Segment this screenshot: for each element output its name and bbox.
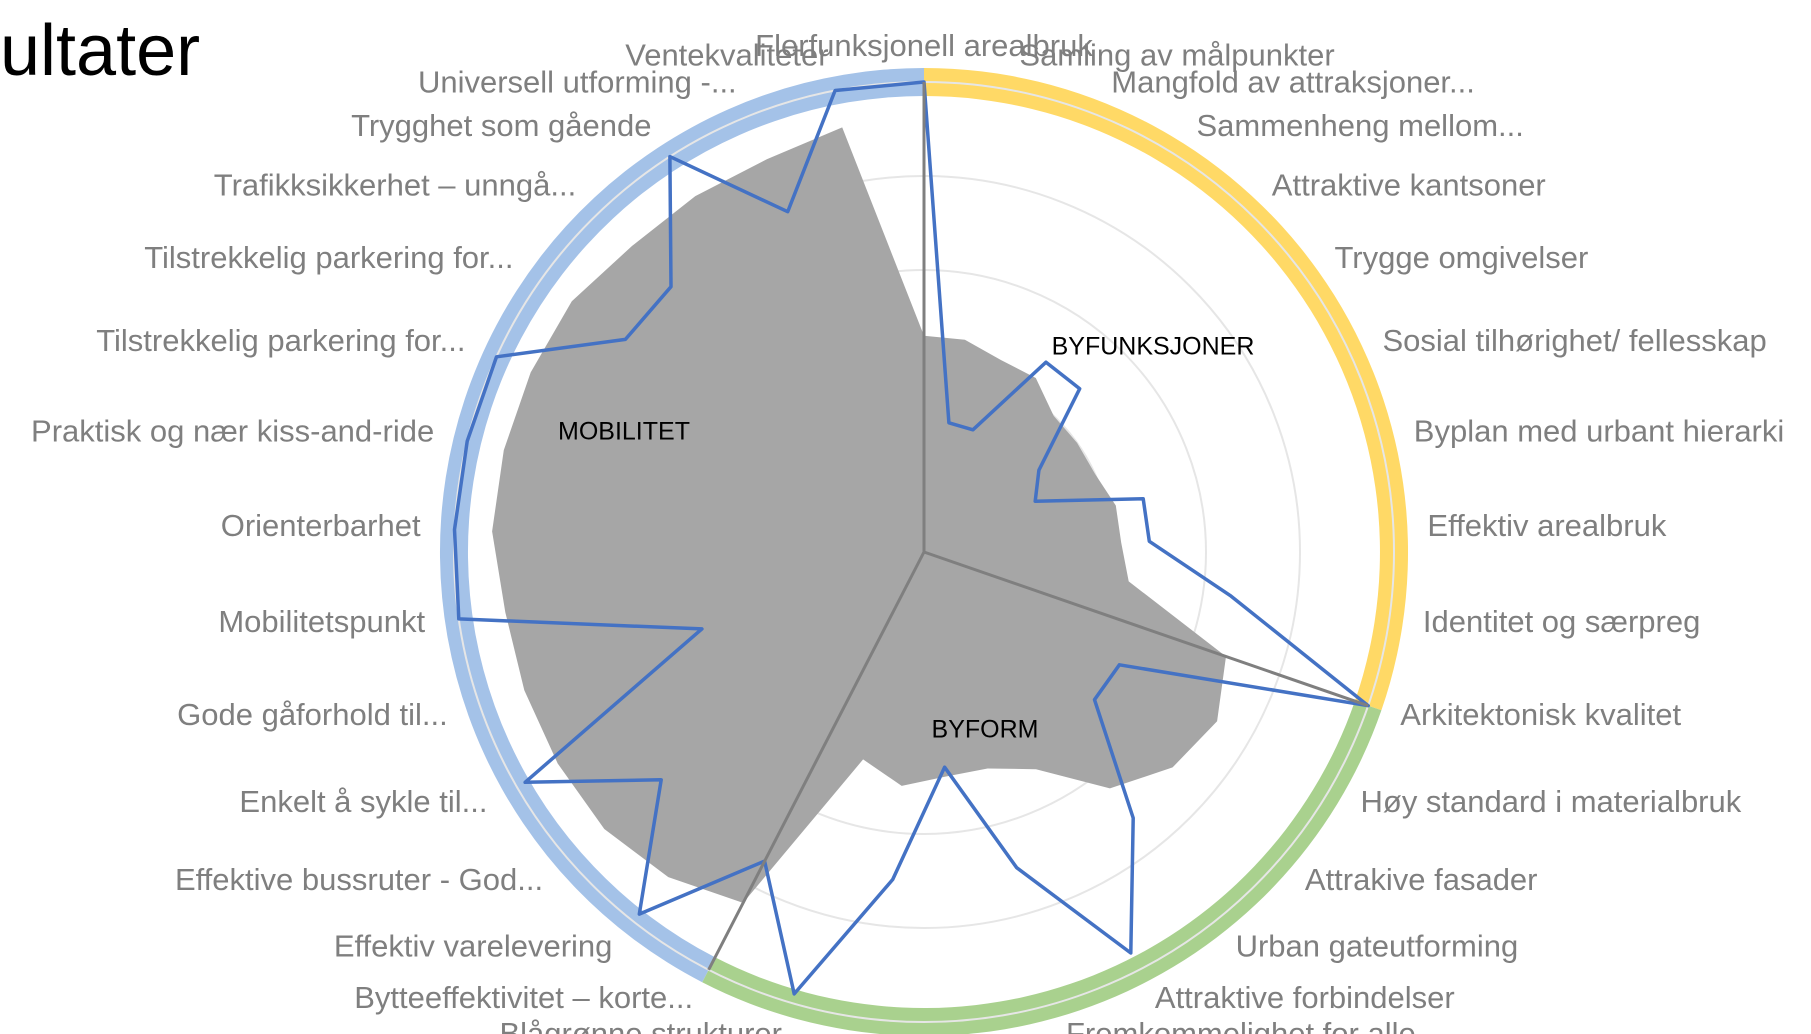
category-label: Effektive bussruter - God... — [175, 862, 543, 897]
category-label: Urban gateutforming — [1236, 928, 1519, 963]
category-label: Blågrønne strukturer — [499, 1016, 782, 1034]
category-label: Byplan med urbant hierarki — [1414, 413, 1784, 448]
category-label: Flerfunksjonell arealbruk — [755, 28, 1093, 63]
category-label: Effektiv varelevering — [334, 928, 613, 963]
category-label: Sammenheng mellom... — [1197, 108, 1524, 143]
category-label: Universell utforming -... — [418, 64, 737, 99]
group-label: MOBILITET — [558, 418, 690, 446]
group-ring — [702, 701, 1382, 1034]
category-label: Samling av målpunkter — [1019, 37, 1334, 72]
group-divider — [707, 551, 926, 971]
category-label: Fremkommelighet for alle... — [1066, 1016, 1442, 1034]
category-label: Tilstrekkelig parkering for... — [96, 323, 465, 358]
category-label: Trygghet som gående — [351, 108, 651, 143]
group-divider — [923, 550, 1369, 708]
radar-line — [452, 80, 1370, 996]
category-label: Trygge omgivelser — [1335, 240, 1589, 275]
category-label: Attraktive forbindelser — [1155, 980, 1455, 1015]
data-layer — [452, 80, 1370, 996]
category-label: Bytteeffektivitet – korte... — [354, 980, 693, 1015]
category-label: Trafikksikkerhet – unngå... — [214, 167, 576, 202]
category-label: Effektiv arealbruk — [1427, 508, 1666, 543]
category-label: Attraktive kantsoner — [1272, 167, 1546, 202]
category-label: Arkitektonisk kvalitet — [1400, 697, 1681, 732]
category-label: Praktisk og nær kiss-and-ride — [31, 413, 434, 448]
page-title: ultater — [0, 11, 200, 91]
category-label: Enkelt å sykle til... — [239, 784, 487, 819]
category-label: Sosial tilhørighet/ fellesskap — [1383, 323, 1767, 358]
group-label: BYFORM — [932, 716, 1039, 744]
category-label: Gode gåforhold til... — [177, 697, 448, 732]
category-label: Orienterbarhet — [221, 508, 421, 543]
category-label: Høy standard i materialbruk — [1361, 784, 1742, 819]
category-label: Ventekvaliteter — [625, 37, 828, 72]
category-label: Identitet og særpreg — [1423, 604, 1700, 639]
category-label: Tilstrekkelig parkering for... — [144, 240, 513, 275]
label-layer: BYFUNKSJONER BYFORM MOBILITET Flerfunksj… — [31, 28, 1784, 1034]
category-label: Mangfold av attraksjoner... — [1111, 64, 1475, 99]
group-label: BYFUNKSJONER — [1052, 333, 1255, 361]
radar-area — [492, 127, 1227, 903]
category-label: Mobilitetspunkt — [218, 604, 425, 639]
category-label: Attrakive fasader — [1305, 862, 1538, 897]
